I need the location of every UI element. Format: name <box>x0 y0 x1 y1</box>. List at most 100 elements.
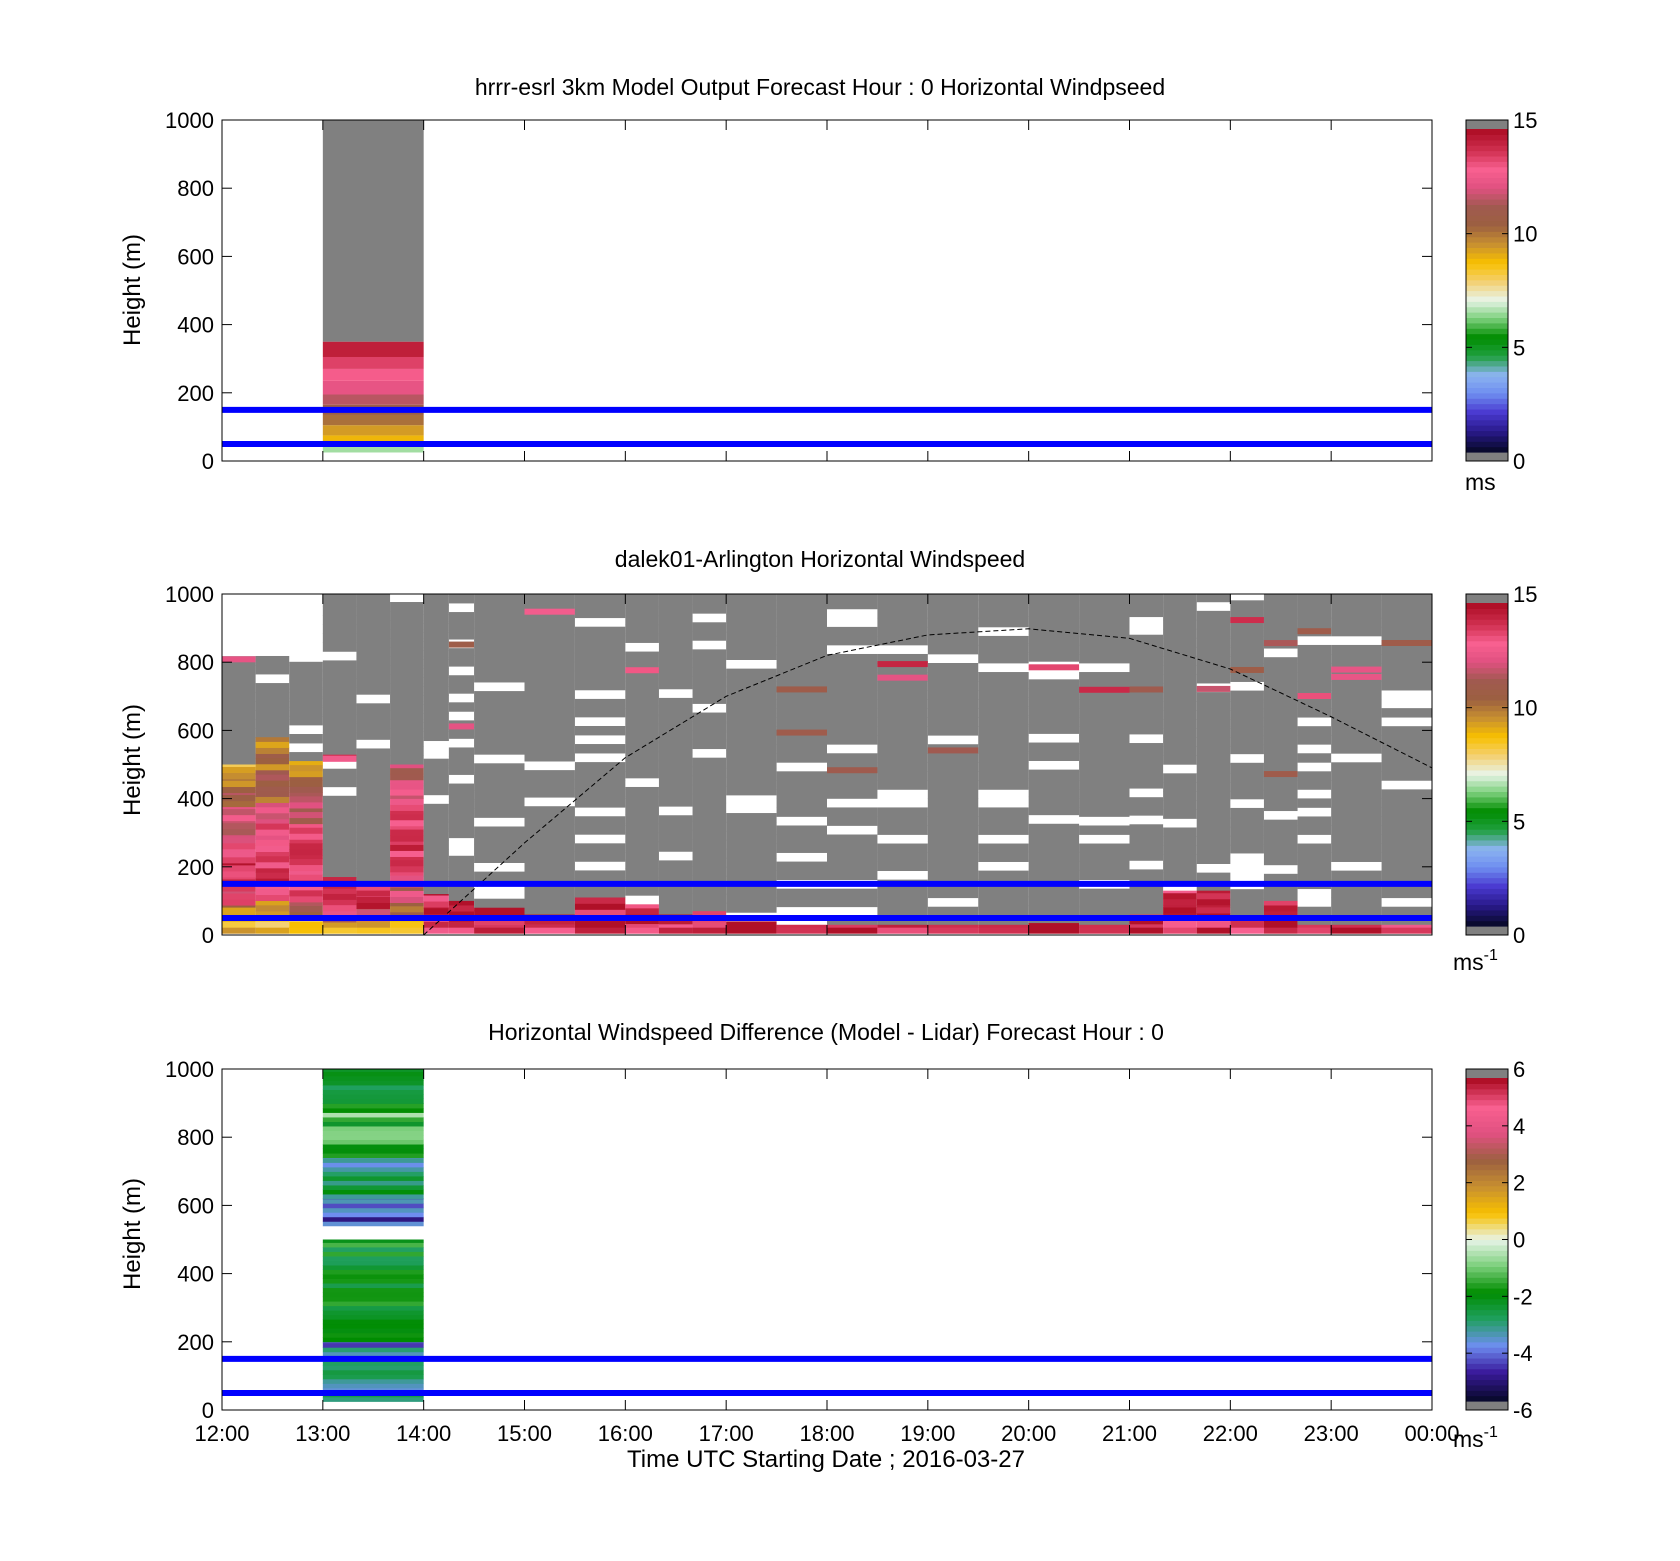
heatmap-cell <box>390 798 424 805</box>
heatmap-cell <box>322 1347 424 1353</box>
heatmap-cell <box>625 705 659 716</box>
heatmap-cell <box>524 679 575 690</box>
heatmap-cell <box>222 856 256 864</box>
heatmap-cell <box>1263 693 1298 703</box>
colorbar-swatch <box>1466 1115 1508 1122</box>
axes-frame <box>221 593 1433 936</box>
x-tick-label: 18:00 <box>799 1421 854 1446</box>
colorbar-unit: ms-1 <box>1453 1424 1498 1452</box>
colorbar-swatch <box>1466 705 1508 712</box>
y-tick-label: 0 <box>202 449 214 474</box>
heatmap-cell <box>222 814 256 822</box>
heatmap-cell <box>1196 892 1231 900</box>
heatmap-cell <box>322 732 357 743</box>
heatmap-cell <box>776 735 827 745</box>
colorbar-frame <box>1465 593 1509 936</box>
colorbar-swatch <box>1466 780 1508 787</box>
heatmap-cell <box>356 766 391 776</box>
heatmap-cell <box>390 719 424 729</box>
heatmap-cell <box>524 670 575 681</box>
heatmap-cell <box>289 817 323 825</box>
heatmap-cell <box>1263 702 1298 712</box>
heatmap-cell <box>222 746 256 756</box>
heatmap-cell <box>448 801 475 812</box>
colorbar-swatch <box>1466 355 1508 362</box>
heatmap-cell <box>827 807 878 817</box>
colorbar-swatch <box>1466 274 1508 281</box>
heatmap-cell <box>574 707 626 718</box>
heatmap-cell <box>625 741 659 752</box>
heatmap-cell <box>390 905 424 913</box>
heatmap-cell <box>448 828 475 839</box>
heatmap-cell <box>322 822 357 833</box>
heatmap-cell <box>524 616 575 627</box>
heatmap-cell <box>1028 688 1080 698</box>
heatmap-cell <box>877 635 928 646</box>
colorbar-swatch <box>1466 882 1508 889</box>
heatmap-cell <box>978 816 1029 826</box>
heatmap-cell <box>289 905 323 913</box>
heatmap-cell <box>1196 646 1231 657</box>
heatmap-cell <box>1196 628 1231 639</box>
heatmap-cell <box>658 815 693 825</box>
heatmap-cell <box>222 719 256 729</box>
x-tick-label: 19:00 <box>900 1421 955 1446</box>
heatmap-cell <box>1263 846 1298 857</box>
heatmap-cell <box>726 767 777 778</box>
heatmap-cell <box>255 823 290 830</box>
heatmap-cell <box>1381 825 1432 835</box>
heatmap-cell <box>524 634 575 645</box>
heatmap-cell <box>1230 735 1264 746</box>
heatmap-cell <box>1129 652 1164 663</box>
heatmap-cell <box>658 661 693 672</box>
heatmap-cell <box>1196 827 1231 837</box>
heatmap-cell <box>390 647 424 657</box>
heatmap-cell <box>390 871 424 876</box>
heatmap-cell <box>524 927 575 934</box>
colorbar-swatch <box>1466 1147 1508 1154</box>
heatmap-cell <box>322 615 357 625</box>
heatmap-cell <box>289 921 323 928</box>
colorbar-swatch <box>1466 769 1508 776</box>
heatmap-cell <box>1079 608 1130 619</box>
heatmap-cell <box>222 780 256 788</box>
heatmap-cell <box>1079 798 1130 808</box>
heatmap-cell <box>726 596 777 606</box>
heatmap-cell <box>356 927 391 934</box>
heatmap-cell <box>255 900 290 906</box>
heatmap-cell <box>474 636 525 647</box>
colorbar-swatch <box>1466 1304 1508 1311</box>
heatmap-cell <box>1129 806 1164 816</box>
heatmap-cell <box>1196 755 1231 765</box>
colorbar-swatch <box>1466 220 1508 227</box>
plot-area: 12:00 13:00 14:00 15:00 16:00 17:00 18:00 19:00… <box>165 1057 1459 1446</box>
colorbar-swatch <box>1466 742 1508 749</box>
heatmap-cell <box>1230 618 1264 628</box>
heatmap-cell <box>255 774 290 781</box>
x-tick-label: 13:00 <box>295 1421 350 1446</box>
heatmap-cell <box>1381 735 1432 745</box>
heatmap-cell <box>448 900 475 906</box>
heatmap-cell <box>1230 816 1264 827</box>
heatmap-cell <box>222 907 256 914</box>
heatmap-cell <box>978 644 1029 655</box>
heatmap-cell <box>692 865 727 876</box>
heatmap-cell <box>927 594 979 601</box>
heatmap-cell <box>625 696 659 707</box>
heatmap-cell <box>776 843 827 853</box>
heatmap-cell <box>1230 636 1264 646</box>
heatmap-cell <box>423 785 449 796</box>
heatmap-cell <box>625 859 659 869</box>
heatmap-cell <box>877 888 928 899</box>
y-tick-label: 800 <box>177 176 214 201</box>
heatmap-cell <box>289 927 323 934</box>
heatmap-cell <box>1196 782 1231 792</box>
heatmap-cell <box>1129 594 1164 600</box>
heatmap-cell <box>322 660 357 670</box>
heatmap-cell <box>658 887 693 897</box>
colorbar-swatch <box>1466 279 1508 286</box>
heatmap-cell <box>1331 807 1382 817</box>
panel-title: dalek01-Arlington Horizontal Windspeed <box>615 546 1025 572</box>
colorbar-tick-label: 0 <box>1513 923 1525 948</box>
heatmap-cell <box>625 633 659 643</box>
